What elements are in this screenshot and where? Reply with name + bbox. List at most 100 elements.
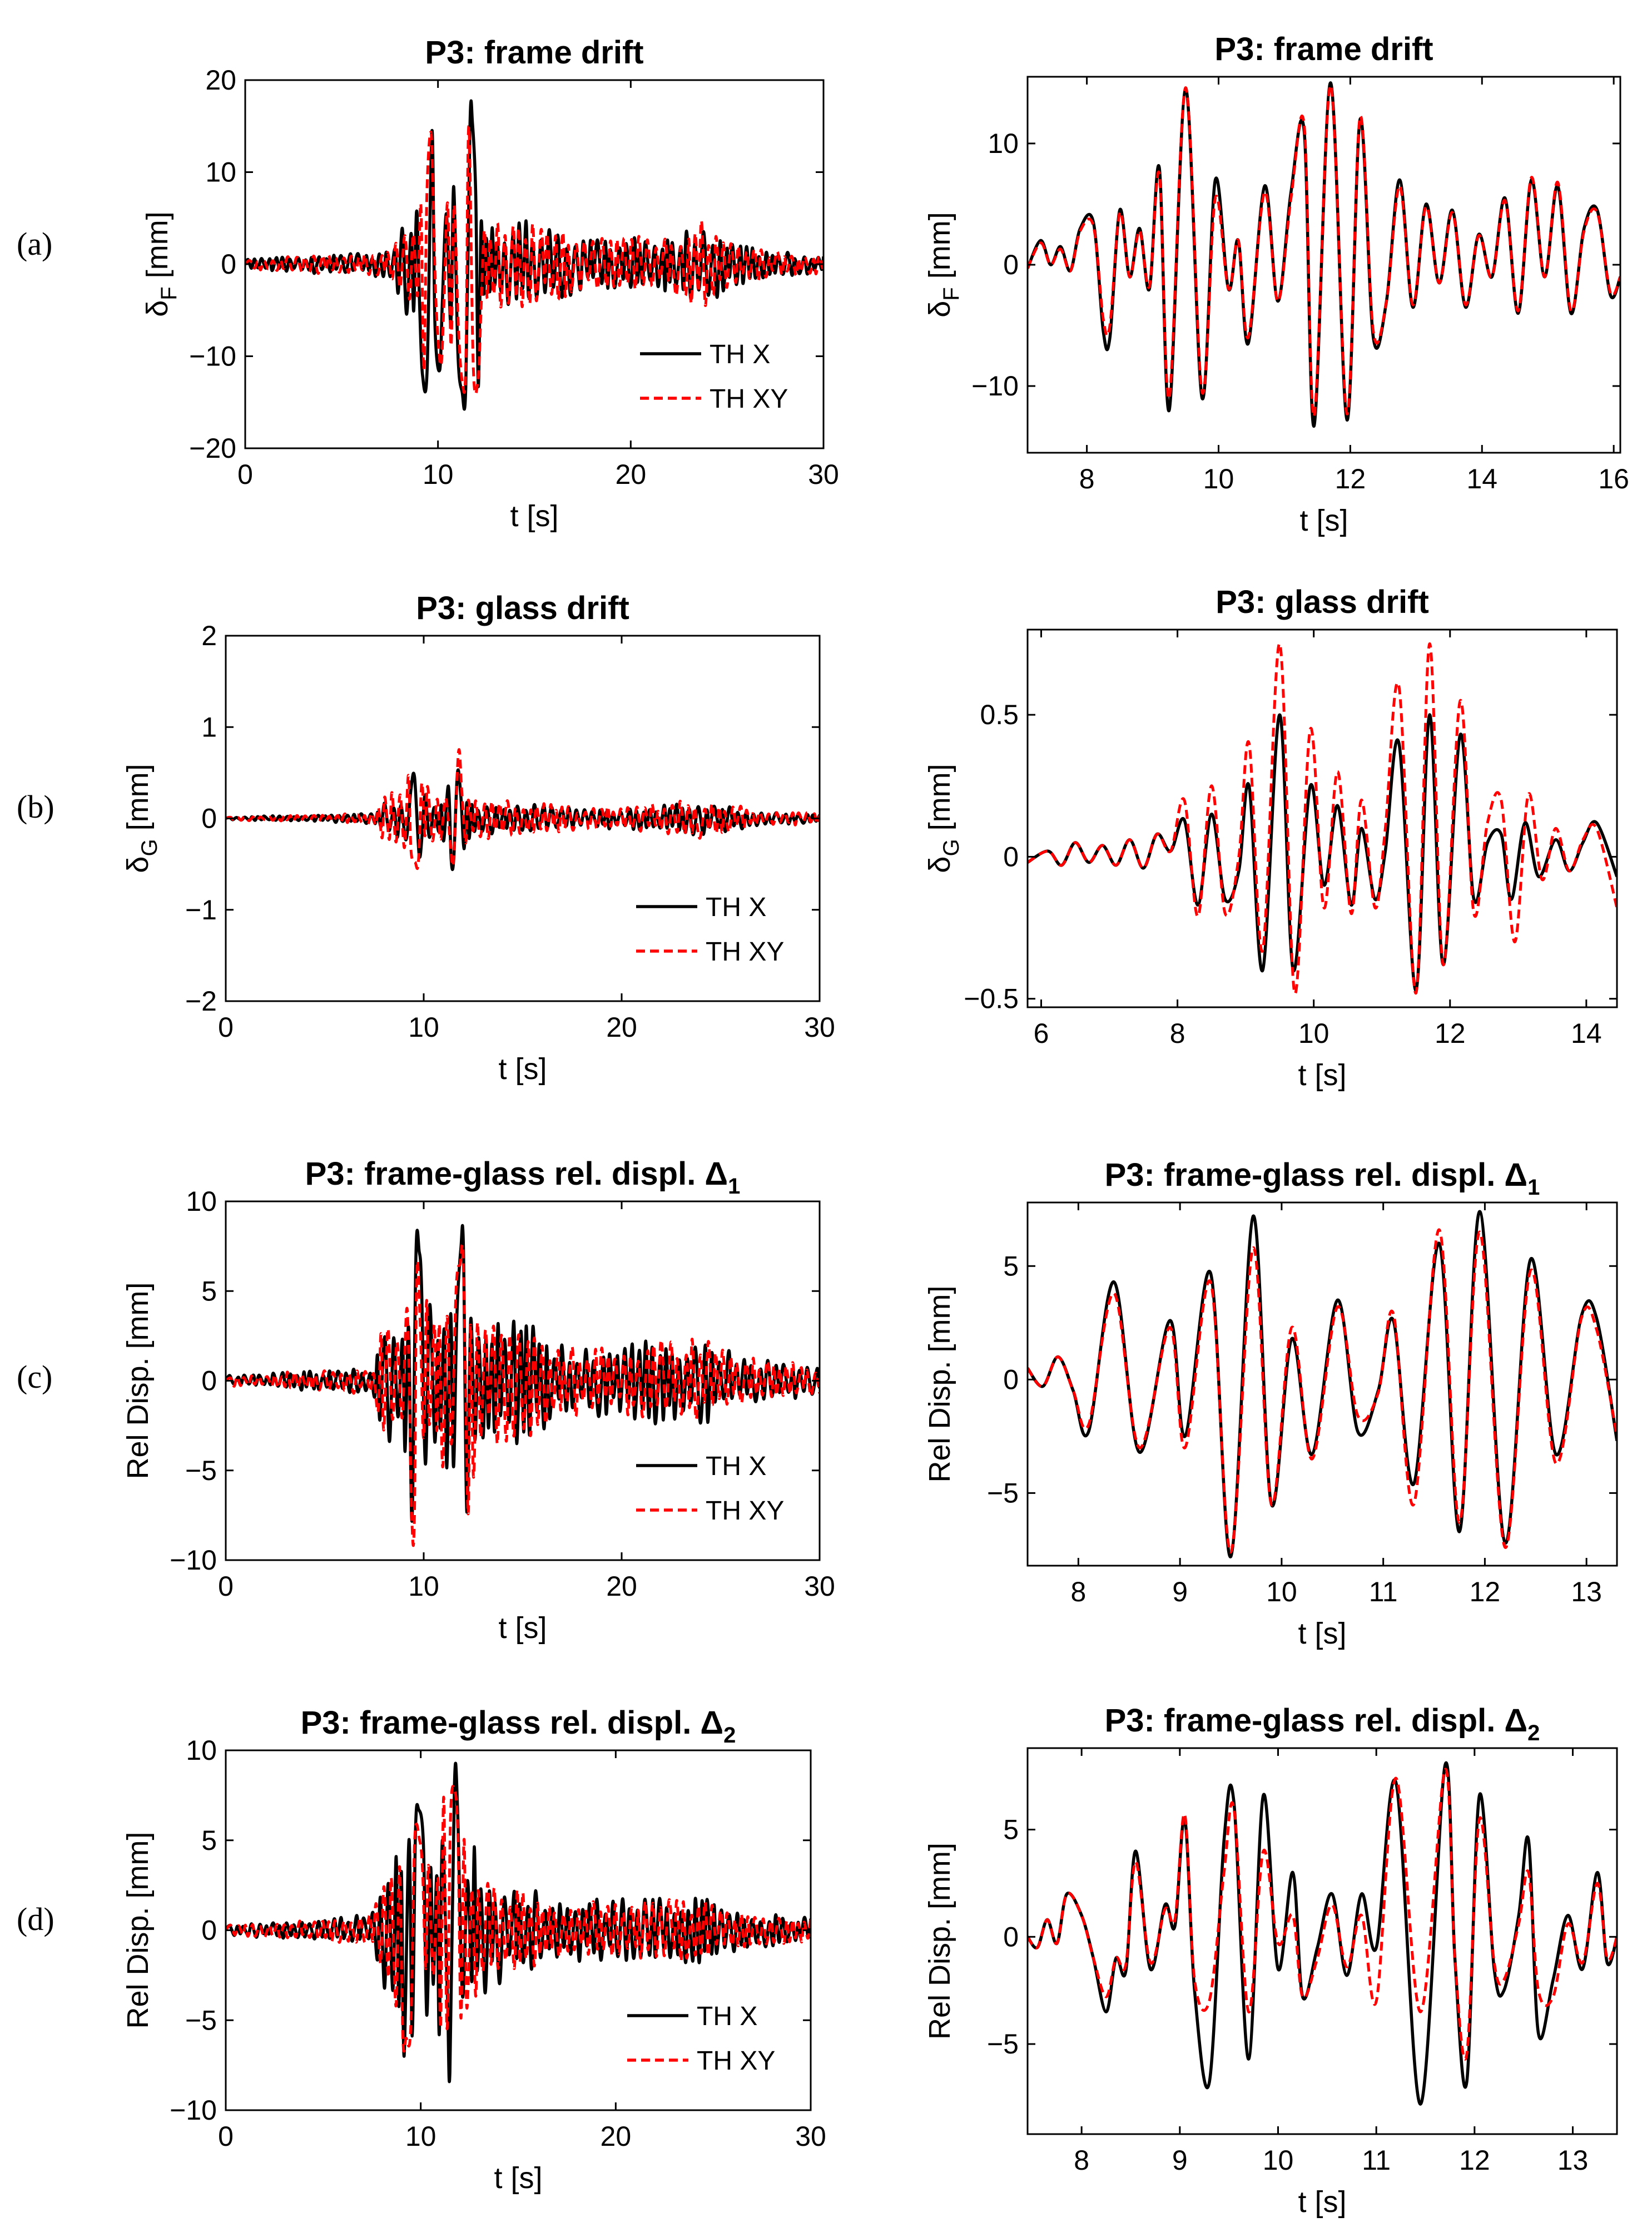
y-tick-label: −2 xyxy=(185,986,217,1017)
y-tick-label: −0.5 xyxy=(964,983,1019,1014)
chart-title: P3: frame-glass rel. displ. Δ2 xyxy=(1105,1703,1540,1745)
y-tick-label: 10 xyxy=(988,128,1019,159)
chart-title-subscript: 2 xyxy=(1527,1721,1540,1745)
chart-title: P3: frame drift xyxy=(425,34,643,71)
x-tick-label: 0 xyxy=(218,1571,234,1602)
y-tick-label: 10 xyxy=(186,1735,217,1766)
x-tick-label: 12 xyxy=(1459,2145,1490,2176)
chart-title-subscript: 1 xyxy=(1527,1175,1540,1200)
x-tick-label: 9 xyxy=(1172,2145,1188,2176)
x-axis-label: t [s] xyxy=(1298,1617,1346,1650)
series-group xyxy=(245,99,823,411)
axes-box xyxy=(1026,1201,1618,1567)
x-tick-label: 13 xyxy=(1557,2145,1589,2176)
chart-title: P3: frame-glass rel. displ. Δ2 xyxy=(301,1705,736,1748)
y-tick-label: −10 xyxy=(189,341,236,372)
x-tick-label: 16 xyxy=(1598,463,1629,494)
x-tick-label: 10 xyxy=(408,1012,439,1043)
series-line-th-x xyxy=(1028,1761,1617,2106)
x-tick-label: 0 xyxy=(237,459,253,490)
y-axis-label: δF [mm] xyxy=(141,211,181,316)
series-group xyxy=(226,1761,811,2083)
x-tick-label: 10 xyxy=(1203,463,1234,494)
y-tick-label: −10 xyxy=(170,1545,217,1576)
x-tick-label: 10 xyxy=(1298,1018,1329,1049)
x-tick-label: 14 xyxy=(1571,1018,1602,1049)
x-tick-label: 12 xyxy=(1470,1576,1501,1607)
x-tick-label: 0 xyxy=(218,1012,234,1043)
y-axis-label: δG [mm] xyxy=(121,764,162,873)
x-tick-label: 0 xyxy=(218,2121,234,2152)
y-tick-label: 10 xyxy=(186,1186,217,1217)
legend: TH X TH XY xyxy=(636,1452,784,1526)
legend-label-th-x: TH X xyxy=(706,893,766,922)
y-tick-label: −10 xyxy=(170,2095,217,2126)
series-group xyxy=(1028,1210,1617,1558)
y-tick-label: 5 xyxy=(201,1825,217,1856)
y-tick-label: 0 xyxy=(1003,841,1019,872)
y-axis-label: Rel Disp. [mm] xyxy=(923,1285,956,1482)
legend-label-th-xy: TH XY xyxy=(706,1496,784,1526)
y-axis-label: δF [mm] xyxy=(923,212,964,317)
x-axis-label: t [s] xyxy=(494,2161,542,2195)
y-axis-label-unit: [mm] xyxy=(141,211,174,286)
x-tick-label: 20 xyxy=(616,459,647,490)
y-axis-label-unit: [mm] xyxy=(923,212,956,287)
y-tick-label: 10 xyxy=(205,157,236,188)
y-tick-label: 0 xyxy=(1003,249,1019,280)
chart-panel-c-left: 0 10 20 30 −10 −5 0 5 10 P3: frame-glass rel. dis… xyxy=(17,1156,835,1645)
chart-panel-b-left: 0 10 20 30 −2 −1 0 1 2 P3: glass drift t [s] δG [mm… xyxy=(17,590,835,1086)
y-tick-label: 0 xyxy=(201,1915,217,1946)
x-tick-label: 10 xyxy=(408,1571,439,1602)
y-tick-label: 5 xyxy=(201,1275,217,1306)
series-line-th-xy xyxy=(226,748,820,870)
series-line-th-xy xyxy=(1028,1768,1617,2061)
x-tick-label: 10 xyxy=(405,2121,436,2152)
x-tick-label: 6 xyxy=(1034,1018,1049,1049)
x-axis-label: t [s] xyxy=(498,1052,547,1086)
y-tick-label: −1 xyxy=(185,894,217,926)
x-tick-label: 30 xyxy=(808,459,839,490)
x-tick-label: 10 xyxy=(423,459,454,490)
row-label: (c) xyxy=(17,1359,52,1395)
chart-title: P3: frame drift xyxy=(1214,31,1433,67)
y-axis-label-unit: [mm] xyxy=(923,764,956,839)
x-tick-label: 8 xyxy=(1170,1018,1185,1049)
chart-title: P3: frame-glass rel. displ. Δ1 xyxy=(305,1156,741,1199)
series-line-th-x xyxy=(226,768,820,872)
x-tick-label: 30 xyxy=(795,2121,826,2152)
legend: TH X TH XY xyxy=(627,2002,775,2076)
y-axis-label: δG [mm] xyxy=(923,764,964,873)
y-tick-label: 5 xyxy=(1003,1250,1019,1281)
legend-label-th-x: TH X xyxy=(697,2002,757,2031)
series-group xyxy=(1028,1761,1617,2106)
series-group xyxy=(1028,642,1617,995)
x-axis-label: t [s] xyxy=(498,1611,547,1645)
x-tick-label: 9 xyxy=(1172,1576,1188,1607)
chart-panel-d-right: 8 9 10 11 12 13 −5 0 5 P3: frame-glass rel. displ… xyxy=(923,1703,1618,2219)
chart-title-subscript: 1 xyxy=(728,1174,740,1199)
chart-title-subscript: 2 xyxy=(723,1723,736,1748)
x-axis-label: t [s] xyxy=(510,499,558,533)
y-tick-label: −5 xyxy=(185,1455,217,1486)
y-tick-label: 2 xyxy=(201,620,217,651)
series-line-th-xy xyxy=(226,1243,820,1547)
series-line-th-x xyxy=(1028,713,1617,992)
y-axis-label-subscript: F xyxy=(939,287,964,300)
series-line-th-xy xyxy=(1028,642,1617,995)
y-tick-label: 5 xyxy=(1003,1814,1019,1845)
row-label: (b) xyxy=(17,789,54,825)
chart-panel-d-left: 0 10 20 30 −10 −5 0 5 10 P3: frame-glass rel. dis… xyxy=(17,1705,826,2195)
axes-box xyxy=(1026,1747,1618,2135)
y-tick-label: 0 xyxy=(1003,1364,1019,1395)
x-tick-label: 20 xyxy=(606,1571,637,1602)
y-tick-label: −5 xyxy=(185,2005,217,2036)
series-group xyxy=(1028,81,1620,428)
chart-panel-a-left: 0 10 20 30 −20 −10 0 10 20 P3: frame drift t [s] δF… xyxy=(17,34,839,533)
series-line-th-xy xyxy=(1028,1228,1617,1554)
y-tick-label: 0.5 xyxy=(980,699,1019,730)
y-tick-label: −20 xyxy=(189,433,236,464)
legend-label-th-x: TH X xyxy=(710,340,770,369)
y-tick-label: −5 xyxy=(987,2028,1019,2060)
y-tick-label: 0 xyxy=(201,803,217,834)
